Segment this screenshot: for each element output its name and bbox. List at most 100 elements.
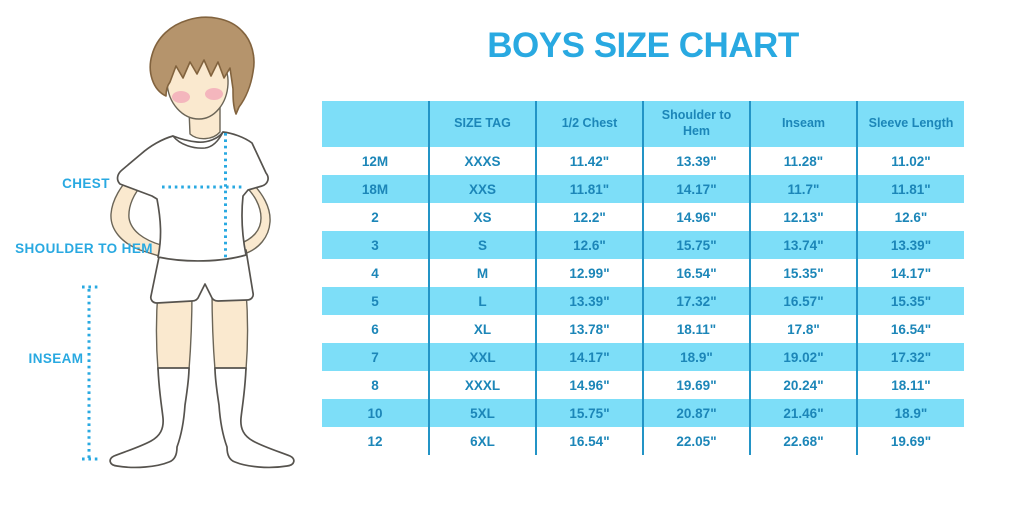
table-cell: XL (428, 315, 536, 343)
table-cell: 19.69" (856, 427, 964, 455)
table-cell: 12.6" (535, 231, 643, 259)
table-cell: 12.13" (749, 203, 857, 231)
table-cell: 18.11" (856, 371, 964, 399)
table-cell: 17.8" (749, 315, 857, 343)
table-cell: 8 (371, 377, 379, 393)
table-cell: 18M (361, 181, 389, 197)
table-cell: 16.54" (535, 427, 643, 455)
table-cell: 17.32" (856, 343, 964, 371)
table-cell: XXXL (428, 371, 536, 399)
table-cell: 13.39" (642, 147, 750, 175)
shoulder-to-hem-label: SHOULDER TO HEM (15, 241, 153, 256)
table-cell: 12.99" (535, 259, 643, 287)
table-cell: 13.39" (856, 231, 964, 259)
table-cell: 22.68" (749, 427, 857, 455)
size-table: SIZE TAG 1/2 Chest Shoulder to Hem Inseam Sl… (322, 101, 964, 455)
table-cell: 11.28" (749, 147, 857, 175)
table-cell: 16.54" (642, 259, 750, 287)
table-cell: 2 (371, 209, 379, 225)
table-cell: 12.2" (535, 203, 643, 231)
table-cell: 14.17" (535, 343, 643, 371)
column-header: 1/2 Chest (535, 101, 643, 147)
table-cell: 17.32" (642, 287, 750, 315)
table-cell: 16.57" (749, 287, 857, 315)
table-cell: 15.75" (535, 399, 643, 427)
table-cell: 18.11" (642, 315, 750, 343)
table-header-row: SIZE TAG 1/2 Chest Shoulder to Hem Inseam Sl… (322, 101, 964, 147)
table-row: 7 XXL 14.17" 18.9" 19.02" 17.32" (322, 343, 964, 371)
table-cell: 20.24" (749, 371, 857, 399)
table-cell: 3 (371, 237, 379, 253)
shorts (149, 249, 255, 304)
column-header (322, 101, 429, 147)
table-cell: XXXS (428, 147, 536, 175)
table-cell: 12.6" (856, 203, 964, 231)
table-row: 18M XXS 11.81" 14.17" 11.7" 11.81" (322, 175, 964, 203)
column-header: Sleeve Length (856, 101, 964, 147)
table-cell: XXS (428, 175, 536, 203)
table-cell: 18.9" (856, 399, 964, 427)
table-body: 12M XXXS 11.42" 13.39" 11.28" 11.02" 18M XXS 11.… (322, 147, 964, 455)
table-cell: 14.17" (642, 175, 750, 203)
table-cell: 22.05" (642, 427, 750, 455)
left-sock (109, 367, 190, 469)
table-cell: 7 (371, 349, 379, 365)
table-cell: 11.81" (856, 175, 964, 203)
inseam-label: INSEAM (28, 351, 84, 366)
hair (149, 16, 255, 115)
table-cell: 19.69" (642, 371, 750, 399)
table-cell: 14.17" (856, 259, 964, 287)
column-header: Shoulder to Hem (642, 101, 750, 147)
table-cell: 15.35" (749, 259, 857, 287)
table-row: 5 L 13.39" 17.32" 16.57" 15.35" (322, 287, 964, 315)
table-cell: 12 (367, 433, 383, 449)
table-cell: 12M (361, 153, 389, 169)
table-cell: L (428, 287, 536, 315)
table-cell: 6 (371, 321, 379, 337)
page-title: BOYS SIZE CHART (487, 26, 799, 65)
table-cell: 18.9" (642, 343, 750, 371)
blush-cheeks (172, 88, 223, 103)
right-sock (214, 367, 295, 469)
table-cell: 11.02" (856, 147, 964, 175)
table-row: 8 XXXL 14.96" 19.69" 20.24" 18.11" (322, 371, 964, 399)
measurement-diagram: CHEST SHOULDER TO HEM INSEAM (0, 0, 320, 512)
table-row: 12M XXXS 11.42" 13.39" 11.28" 11.02" (322, 147, 964, 175)
column-header: SIZE TAG (428, 101, 536, 147)
table-cell: 11.42" (535, 147, 643, 175)
chest-label: CHEST (62, 176, 110, 191)
table-row: 2 XS 12.2" 14.96" 12.13" 12.6" (322, 203, 964, 231)
table-row: 4 M 12.99" 16.54" 15.35" 14.17" (322, 259, 964, 287)
table-row: 3 S 12.6" 15.75" 13.74" 13.39" (322, 231, 964, 259)
table-cell: 13.39" (535, 287, 643, 315)
inseam-measure-line (82, 285, 101, 461)
table-header: SIZE TAG 1/2 Chest Shoulder to Hem Inseam Sl… (322, 101, 964, 147)
table-cell: 14.96" (535, 371, 643, 399)
table-cell: 11.81" (535, 175, 643, 203)
right-leg (211, 289, 249, 371)
table-row: 6 XL 13.78" 18.11" 17.8" 16.54" (322, 315, 964, 343)
table-cell: S (428, 231, 536, 259)
table-cell: 15.35" (856, 287, 964, 315)
table-cell: 4 (371, 265, 379, 281)
table-cell: 13.78" (535, 315, 643, 343)
boy-illustration (82, 16, 295, 469)
column-header: Inseam (749, 101, 857, 147)
table-cell: M (428, 259, 536, 287)
table-cell: 11.7" (749, 175, 857, 203)
collar-line (172, 131, 224, 149)
table-cell: XXL (428, 343, 536, 371)
tshirt (116, 131, 269, 262)
table-cell: 20.87" (642, 399, 750, 427)
table-cell: 13.74" (749, 231, 857, 259)
table-cell: 16.54" (856, 315, 964, 343)
table-cell: 6XL (428, 427, 536, 455)
table-cell: 19.02" (749, 343, 857, 371)
table-cell: XS (428, 203, 536, 231)
table-cell: 5 (371, 293, 379, 309)
table-cell: 21.46" (749, 399, 857, 427)
table-cell: 14.96" (642, 203, 750, 231)
table-row: 10 5XL 15.75" 20.87" 21.46" 18.9" (322, 399, 964, 427)
table-cell: 5XL (428, 399, 536, 427)
